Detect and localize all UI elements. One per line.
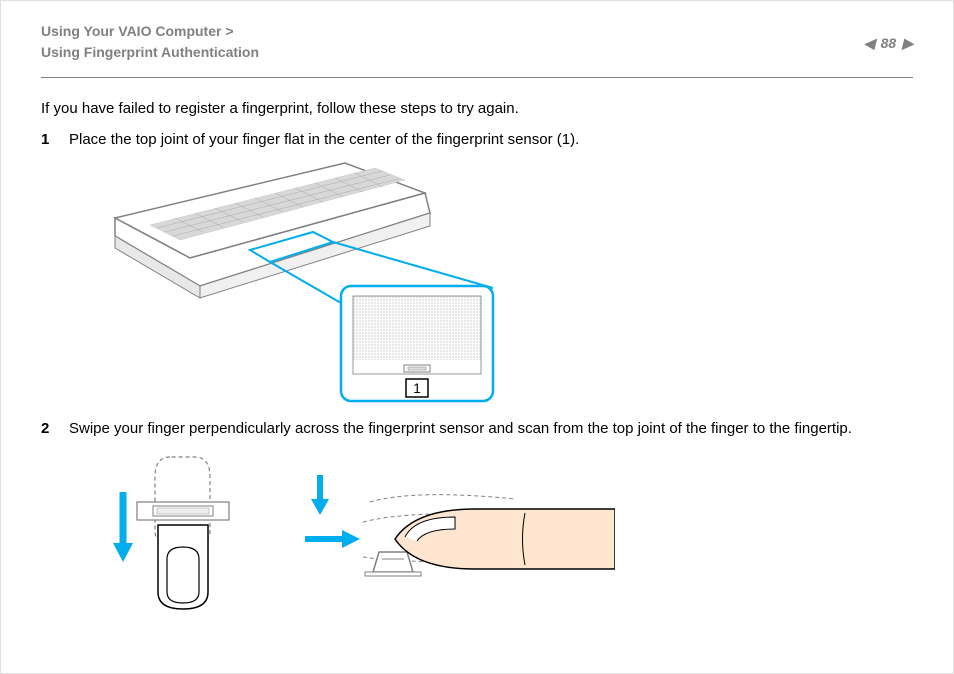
- next-arrow-icon[interactable]: ▶: [902, 36, 913, 50]
- figure-1: 1: [95, 158, 913, 408]
- step-2-text: Swipe your finger perpendicularly across…: [69, 420, 913, 437]
- breadcrumb: Using Your VAIO Computer > Using Fingerp…: [41, 21, 259, 63]
- page-number: 88: [881, 35, 897, 51]
- step-2-num: 2: [41, 420, 57, 437]
- step-1-num: 1: [41, 131, 57, 148]
- intro-text: If you have failed to register a fingerp…: [41, 100, 913, 117]
- breadcrumb-line1: Using Your VAIO Computer >: [41, 21, 259, 42]
- step-2: 2 Swipe your finger perpendicularly acro…: [41, 420, 913, 437]
- figure1-label: 1: [413, 380, 421, 396]
- page-nav: ◀ 88 ▶: [864, 21, 913, 51]
- step-1-text: Place the top joint of your finger flat …: [69, 131, 913, 148]
- figure-2: [95, 447, 913, 617]
- prev-arrow-icon[interactable]: ◀: [864, 36, 875, 50]
- breadcrumb-line2: Using Fingerprint Authentication: [41, 42, 259, 63]
- step-1: 1 Place the top joint of your finger fla…: [41, 131, 913, 148]
